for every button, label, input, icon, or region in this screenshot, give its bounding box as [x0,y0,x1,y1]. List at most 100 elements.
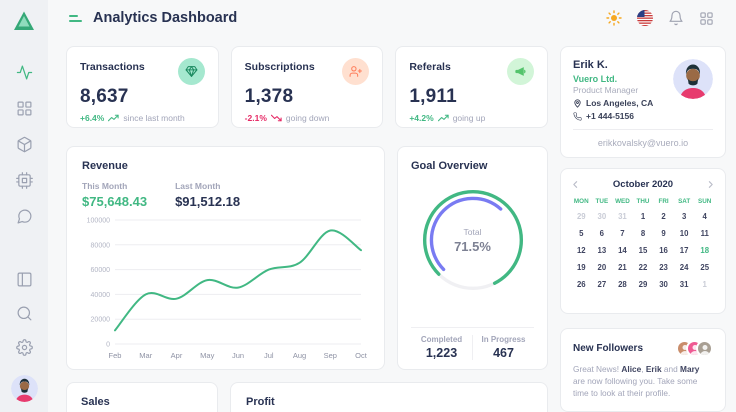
main-area: Analytics Dashboard [48,0,736,412]
calendar-card: October 2020 MON TUE WED THU FRI SAT SUN 29 30 3… [560,168,726,314]
revenue-card: Revenue This Month $75,648.43 Last Month… [66,146,385,370]
calendar-day[interactable]: 23 [659,263,668,272]
stat-card-referals: Referals 1,911 +4.2% going up [395,46,549,128]
divider [573,129,713,130]
content: Transactions 8,637 +6.4% since last mont… [48,36,736,412]
calendar-day[interactable]: 11 [700,229,709,238]
language-flag-us-icon[interactable] [637,10,653,26]
gem-icon [177,58,205,85]
goal-gauge: Total 71.5% [415,182,531,298]
profile-company: Vuero Ltd. [573,74,618,84]
calendar-day[interactable]: 13 [597,246,607,255]
search-icon[interactable] [16,305,33,322]
sales-card: Sales [66,382,218,412]
calendar-day[interactable]: 8 [640,229,646,238]
grid-icon[interactable] [16,100,33,117]
location-pin-icon [574,98,581,108]
activity-icon[interactable] [16,64,33,81]
page-title: Analytics Dashboard [93,10,238,26]
calendar-day[interactable]: 30 [597,212,607,221]
trending-down-icon [270,114,282,122]
svg-text:Jul: Jul [264,351,274,360]
calendar-day-header: WED [615,198,630,205]
box-icon[interactable] [16,136,33,153]
calendar-day[interactable]: 27 [597,280,607,289]
calendar-day[interactable]: 31 [679,280,689,289]
calendar-day[interactable]: 15 [638,246,648,255]
app-logo-icon[interactable] [12,9,36,38]
profile-name: Erik K. [573,59,608,71]
calendar-day[interactable]: 4 [702,212,707,221]
chat-icon[interactable] [16,208,33,225]
svg-text:Oct: Oct [355,351,368,360]
calendar-day[interactable]: 2 [661,212,666,221]
svg-text:80000: 80000 [91,242,111,249]
calendar-day[interactable]: 14 [618,246,627,255]
calendar-day[interactable]: 25 [700,263,710,272]
right-column: Erik K. Vuero Ltd. Product Manager Los A… [560,46,726,412]
calendar-day[interactable]: 28 [618,280,627,289]
profit-card: Profit [230,382,548,412]
trend-note: going down [285,113,330,123]
calendar-day[interactable]: 6 [599,229,605,238]
calendar-prev-icon[interactable] [571,180,580,189]
calendar-day-header: TUE [595,198,609,205]
gauge-center-label: Total [463,226,482,237]
stat-value: 1,911 [409,86,457,107]
revenue-title: Revenue [82,160,128,172]
calendar-day[interactable]: 16 [659,246,668,255]
goal-footer: Completed 1,223 In Progress 467 [411,327,534,360]
sidebar [0,0,48,412]
theme-sun-icon[interactable] [606,10,622,26]
calendar-day[interactable]: 22 [638,263,648,272]
calendar-day[interactable]: 29 [576,212,586,221]
stat-value: 8,637 [80,86,129,107]
svg-text:Feb: Feb [109,351,122,360]
settings-gear-icon[interactable] [15,339,33,356]
profile-avatar [673,59,713,99]
profile-card: Erik K. Vuero Ltd. Product Manager Los A… [560,46,726,158]
calendar-day[interactable]: 30 [659,280,668,289]
calendar-day[interactable]: 5 [579,229,584,238]
calendar-day[interactable]: 9 [661,229,666,238]
layout-panel-icon[interactable] [16,271,33,288]
calendar-day[interactable]: 26 [576,280,586,289]
follower-avatar[interactable] [696,340,713,357]
calendar-day[interactable]: 1 [640,212,646,221]
menu-toggle-icon[interactable] [69,14,82,22]
notifications-bell-icon[interactable] [668,10,684,26]
completed-value: 1,223 [425,346,458,360]
calendar-day[interactable]: 24 [679,263,689,272]
new-followers-card: New Followers Great News! Alice, Erik an… [560,328,726,412]
trend-value: -2.1% [244,113,267,123]
completed-block: Completed 1,223 [411,335,472,360]
calendar-day[interactable]: 7 [620,229,625,238]
in-progress-value: 467 [493,346,514,360]
calendar-day[interactable]: 29 [638,280,648,289]
svg-text:Jun: Jun [232,351,244,360]
user-plus-icon [342,58,370,85]
sidebar-user-avatar[interactable] [11,375,38,402]
svg-text:60000: 60000 [91,267,111,274]
calendar-day[interactable]: 20 [597,263,607,272]
revenue-chart: 0 20000 40000 60000 80000 100000 Feb Mar Apr May J… [87,218,368,361]
trend-value: +4.2% [409,113,434,123]
this-month-block: This Month $75,648.43 [82,181,147,209]
calendar-day[interactable]: 31 [618,212,627,221]
apps-grid-icon[interactable] [699,11,714,26]
calendar-day-header: SUN [698,198,712,205]
calendar-grid: 29 30 31 1 2 3 4 5 6 7 8 9 10 11 12 13 14 15 16 17 18 19 20 21 2… [571,211,715,290]
calendar-day[interactable]: 10 [679,229,689,238]
calendar-day[interactable]: 1 [702,280,707,289]
calendar-day[interactable]: 19 [576,263,586,272]
calendar-day[interactable]: 21 [618,263,627,272]
calendar-day[interactable]: 3 [681,212,687,221]
calendar-day-selected[interactable]: 18 [700,246,710,255]
stat-value: 1,378 [244,86,294,107]
goal-title: Goal Overview [411,160,488,172]
cpu-icon[interactable] [15,172,33,189]
calendar-day[interactable]: 12 [576,246,586,255]
calendar-day[interactable]: 17 [679,246,689,255]
in-progress-label: In Progress [481,335,526,344]
calendar-next-icon[interactable] [706,180,715,189]
